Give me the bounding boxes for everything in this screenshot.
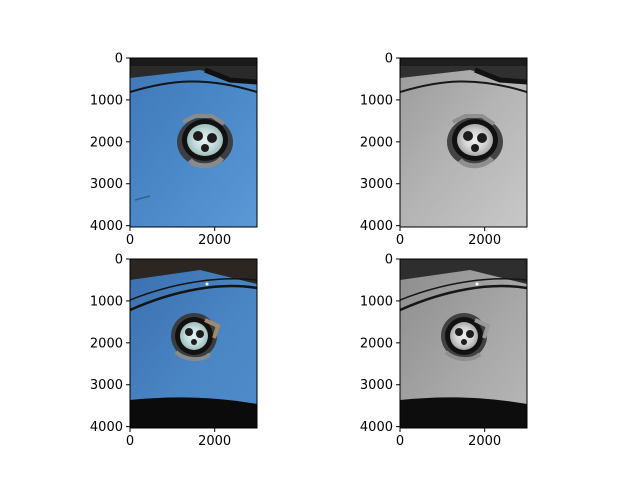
photo-color-top	[130, 58, 257, 227]
y-tick-label: 4000	[360, 219, 393, 234]
x-tick-label: 0	[126, 233, 134, 248]
y-tick-label: 2000	[360, 336, 393, 351]
subplot-bottom-right	[399, 258, 528, 429]
subplot-top-right	[399, 57, 528, 228]
axes-frame	[399, 57, 528, 228]
x-tick-label: 2000	[468, 434, 501, 449]
y-tick-label: 3000	[90, 177, 123, 192]
y-tick-label: 2000	[90, 336, 123, 351]
y-tick-label: 1000	[90, 294, 123, 309]
axes-frame	[399, 258, 528, 429]
y-tick-label: 4000	[90, 219, 123, 234]
photo-color-bottom	[130, 259, 257, 428]
y-tick-label: 1000	[360, 294, 393, 309]
x-tick-label: 0	[396, 434, 404, 449]
subplot-top-left	[129, 57, 258, 228]
y-tick-label: 0	[115, 253, 123, 268]
y-tick-label: 3000	[360, 378, 393, 393]
x-tick-label: 0	[396, 233, 404, 248]
y-tick-label: 3000	[90, 378, 123, 393]
y-tick-label: 2000	[360, 135, 393, 150]
y-tick-label: 4000	[360, 420, 393, 435]
subplot-bottom-left	[129, 258, 258, 429]
x-tick-label: 2000	[198, 233, 231, 248]
y-tick-label: 3000	[360, 177, 393, 192]
y-tick-label: 4000	[90, 420, 123, 435]
axes-frame	[129, 258, 258, 429]
y-tick-label: 2000	[90, 135, 123, 150]
y-tick-label: 0	[385, 253, 393, 268]
x-tick-label: 2000	[198, 434, 231, 449]
y-tick-label: 1000	[90, 93, 123, 108]
x-tick-label: 2000	[468, 233, 501, 248]
axes-frame	[129, 57, 258, 228]
y-tick-label: 0	[115, 52, 123, 67]
x-tick-label: 0	[126, 434, 134, 449]
photo-gray-top	[400, 58, 527, 227]
y-tick-label: 1000	[360, 93, 393, 108]
photo-gray-bottom	[400, 259, 527, 428]
y-tick-label: 0	[385, 52, 393, 67]
